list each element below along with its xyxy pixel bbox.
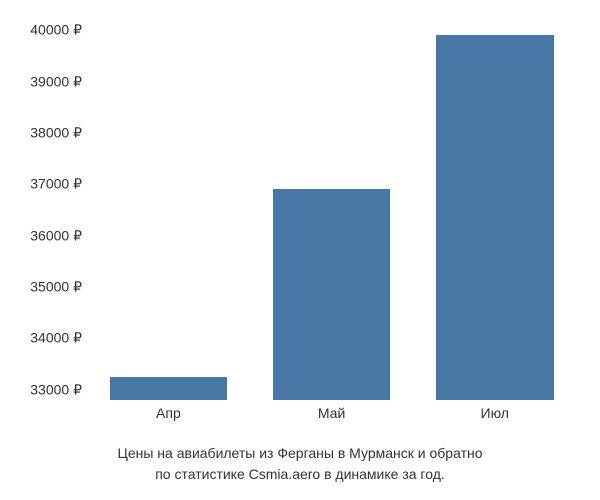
caption-line-2: по статистике Csmia.aero в динамике за г… [0,464,600,485]
price-chart: 33000 ₽ 34000 ₽ 35000 ₽ 36000 ₽ 37000 ₽ 38000… [10,20,580,430]
y-tick-label: 36000 ₽ [30,227,82,244]
y-tick-label: 37000 ₽ [30,176,82,193]
plot-area [90,20,580,400]
y-tick-label: 34000 ₽ [30,330,82,347]
chart-caption: Цены на авиабилеты из Ферганы в Мурманск… [0,443,600,485]
bar [273,189,391,400]
y-tick-label: 38000 ₽ [30,124,82,141]
bar [436,35,554,400]
y-axis: 33000 ₽ 34000 ₽ 35000 ₽ 36000 ₽ 37000 ₽ 38000… [10,20,90,400]
caption-line-1: Цены на авиабилеты из Ферганы в Мурманск… [0,443,600,464]
x-axis: Апр Май Июл [90,405,580,430]
x-tick-label: Июл [481,405,509,421]
y-tick-label: 39000 ₽ [30,73,82,90]
bar [110,377,228,400]
x-tick-label: Апр [156,405,181,421]
y-tick-label: 35000 ₽ [30,279,82,296]
y-tick-label: 33000 ₽ [30,381,82,398]
y-tick-label: 40000 ₽ [30,22,82,39]
x-tick-label: Май [318,405,345,421]
